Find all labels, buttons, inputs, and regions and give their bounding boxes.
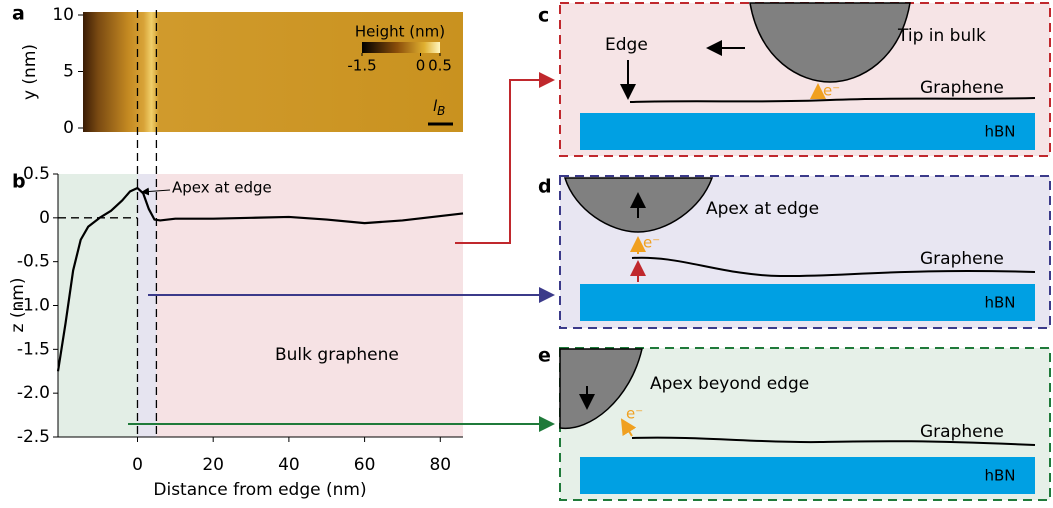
electron-arrow (620, 418, 637, 437)
hbn-layer (580, 284, 1035, 321)
shaded-region (137, 174, 157, 437)
shaded-region (58, 174, 138, 437)
y-tick-label: 10 (52, 5, 74, 25)
shaded-region (156, 174, 464, 437)
colorbar (362, 42, 440, 53)
tip-label: Apex beyond edge (650, 374, 809, 394)
annotation: Apex at edge (172, 179, 272, 197)
panel-label: b (12, 171, 26, 193)
electron-label: e⁻ (626, 405, 643, 423)
layer-label: Graphene (920, 422, 1004, 442)
y-tick-label: -1.0 (17, 296, 50, 316)
scale-bar-sub: B (437, 104, 445, 118)
y-tick-label: -1.5 (17, 339, 50, 359)
edge-label: Edge (605, 35, 648, 55)
y-tick-label: 0.5 (23, 164, 50, 184)
graphene (631, 436, 1036, 446)
electron-label: e⁻ (823, 82, 840, 100)
graphene (631, 256, 1036, 278)
panel-label: c (538, 5, 549, 27)
tip-label: Tip in bulk (897, 26, 986, 46)
layer-label: Graphene (920, 78, 1004, 98)
substrate-label: hBN (984, 467, 1015, 485)
tip-label: Apex at edge (706, 199, 819, 219)
hbn-layer (580, 113, 1035, 150)
colorbar-tick-label: 0.5 (428, 57, 452, 75)
electron-label: e⁻ (643, 234, 660, 252)
panel-label: d (538, 176, 552, 198)
y-axis-label: z (nm) (8, 278, 28, 333)
annotation: Bulk graphene (275, 345, 399, 365)
data-line (56, 186, 464, 372)
x-tick-label: 20 (202, 455, 224, 475)
layer-label: Graphene (920, 249, 1004, 269)
colorbar-tick-label: -1.5 (347, 57, 376, 75)
graphene (629, 97, 1036, 103)
panel-label: e (538, 345, 551, 367)
afm-image (83, 12, 463, 132)
x-axis-label: Distance from edge (nm) (153, 480, 366, 500)
scale-bar-base: l (433, 97, 438, 115)
colorbar-label: Height (nm) (355, 23, 445, 41)
x-tick-label: 60 (354, 455, 376, 475)
y-tick-label: 0 (39, 208, 50, 228)
y-tick-label: -0.5 (17, 252, 50, 272)
connector (455, 72, 555, 244)
hbn-layer (580, 457, 1035, 494)
y-tick-label: 0 (63, 118, 74, 138)
y-tick-label: -2.0 (17, 383, 50, 403)
annotation-arrow (141, 187, 171, 196)
substrate-label: hBN (984, 123, 1015, 141)
tip (749, 2, 911, 83)
scale-bar-label: lB (433, 97, 445, 118)
colorbar-tick-label: 0 (416, 57, 426, 75)
substrate-label: hBN (984, 294, 1015, 312)
x-tick-label: 0 (132, 455, 143, 475)
panel-label: a (12, 3, 25, 25)
x-tick-label: 40 (278, 455, 300, 475)
y-tick-label: -2.5 (17, 427, 50, 447)
x-tick-label: 80 (429, 455, 451, 475)
y-axis-label: y (nm) (20, 44, 40, 100)
y-tick-label: 5 (63, 62, 74, 82)
